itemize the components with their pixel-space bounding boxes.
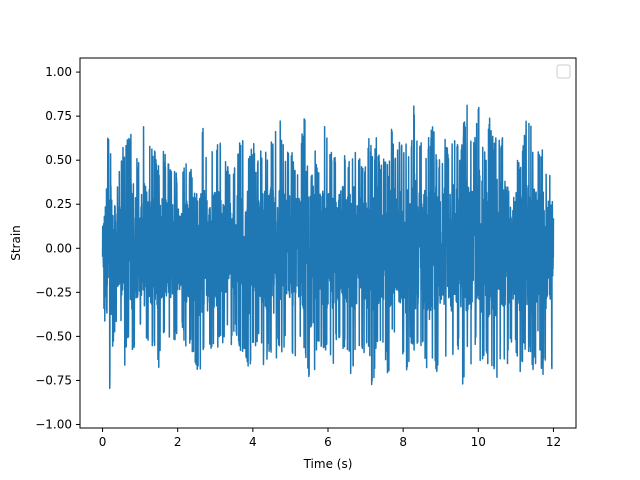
y-tick-label: −0.25 — [35, 285, 72, 299]
y-tick-label: 1.00 — [45, 65, 72, 79]
y-tick-label: 0.50 — [45, 153, 72, 167]
strain-signal-line — [101, 104, 555, 390]
y-axis-label: Strain — [9, 225, 23, 261]
x-tick-label: 12 — [546, 435, 561, 449]
x-tick-label: 8 — [399, 435, 407, 449]
y-tick-label: 0.00 — [45, 241, 72, 255]
x-tick-label: 0 — [99, 435, 107, 449]
x-tick-label: 2 — [174, 435, 182, 449]
x-tick-label: 10 — [471, 435, 486, 449]
plot-area — [101, 104, 555, 390]
x-tick-label: 4 — [249, 435, 257, 449]
y-tick-label: 0.25 — [45, 197, 72, 211]
x-tick-label: 6 — [324, 435, 332, 449]
y-tick-label: −0.75 — [35, 373, 72, 387]
y-axis: −1.00 −0.75 −0.50 −0.25 0.00 0.25 0.50 0.75 1.00 — [35, 65, 80, 431]
x-axis-label: Time (s) — [303, 457, 353, 471]
y-tick-label: −0.50 — [35, 329, 72, 343]
legend-box — [556, 64, 571, 79]
x-axis: 0 2 4 6 8 10 12 — [99, 428, 561, 449]
y-tick-label: 0.75 — [45, 109, 72, 123]
y-tick-label: −1.00 — [35, 417, 72, 431]
